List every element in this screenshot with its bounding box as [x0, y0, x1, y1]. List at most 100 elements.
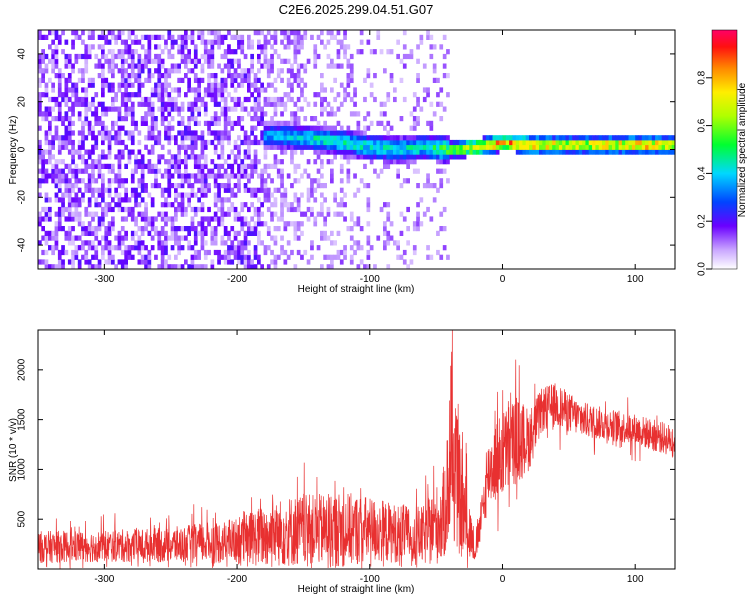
spectrogram-cell	[270, 135, 274, 141]
spectrogram-cell	[273, 197, 278, 203]
spectrogram-cell	[64, 96, 69, 103]
spectrogram-cell	[130, 187, 135, 193]
spectrogram-cell	[137, 159, 142, 165]
spectrogram-cell	[313, 125, 318, 131]
spectrogram-cell	[230, 202, 235, 208]
spectrogram-cell	[505, 135, 510, 141]
spectrogram-cell	[193, 230, 198, 236]
spectrogram-cell	[97, 192, 102, 198]
spectrogram-cell	[257, 211, 261, 217]
spectrogram-cell	[661, 149, 666, 155]
spectrogram-cell	[665, 139, 669, 146]
spectrogram-cell	[164, 235, 168, 241]
spectrogram-cell	[44, 135, 49, 141]
spectrogram-cell	[548, 139, 553, 146]
spectrogram-cell	[253, 226, 258, 232]
spectrogram-cell	[213, 116, 218, 122]
spectrogram-cell	[257, 240, 261, 246]
spectrogram-cell	[140, 245, 145, 251]
spectrogram-cell	[668, 139, 673, 146]
spectrogram-cell	[436, 77, 440, 83]
spectrogram-cell	[130, 206, 135, 213]
spectrogram-cell	[223, 34, 228, 40]
spectrogram-cell	[57, 68, 62, 74]
spectrogram-cell	[120, 226, 125, 232]
spectrogram-cell	[164, 240, 168, 246]
spectrogram-cell	[386, 216, 391, 222]
spectrogram-cell	[157, 82, 162, 88]
spectrogram-cell	[280, 30, 284, 36]
spectrogram-cell	[130, 73, 135, 79]
spectrogram-cell	[104, 202, 109, 208]
spectrogram-cell	[366, 111, 371, 117]
spectrogram-cell	[266, 206, 271, 213]
spectrogram-cell	[257, 68, 261, 74]
spectrogram-cell	[117, 178, 122, 184]
spectrogram-cell	[247, 230, 251, 236]
spectrogram-cell	[104, 82, 109, 88]
spectrogram-cell	[190, 206, 195, 213]
spectrogram-cell	[339, 44, 344, 50]
spectrogram-cell	[48, 44, 52, 50]
spectrogram-cell	[184, 168, 188, 174]
spectrogram-cell	[160, 101, 165, 107]
spectrogram-cell	[237, 178, 241, 184]
spectrogram-cell	[51, 96, 55, 103]
spectrogram-cell	[187, 197, 191, 203]
spectrogram-cell	[190, 101, 195, 107]
spectrogram-cell	[247, 82, 251, 88]
spectrogram-cell	[383, 144, 387, 150]
spectrogram-cell	[346, 226, 351, 232]
spectrogram-cell	[207, 139, 211, 146]
spectrogram-cell	[293, 111, 298, 117]
spectrogram-cell	[177, 34, 181, 40]
spectrogram-cell	[160, 73, 165, 79]
spectrogram-cell	[446, 92, 450, 98]
spectrogram-cell	[111, 197, 115, 203]
spectrogram-cell	[300, 135, 304, 141]
spectrogram-cell	[147, 216, 152, 222]
spectrogram-cell	[223, 96, 228, 103]
spectrogram-cell	[64, 130, 69, 136]
spectrogram-cell	[389, 77, 394, 83]
spectrogram-cell	[585, 144, 590, 150]
spectrogram-cell	[87, 30, 92, 36]
spectrogram-cell	[522, 144, 527, 150]
spectrogram-cell	[84, 106, 89, 112]
spectrogram-cell	[230, 82, 235, 88]
spectrogram-cell	[363, 163, 367, 169]
spectrogram-cell	[144, 120, 148, 126]
spectrogram-cell	[41, 92, 45, 98]
spectrogram-cell	[101, 77, 105, 83]
spectrogram-cell	[280, 68, 284, 74]
spectrogram-cell	[532, 139, 536, 146]
spectrogram-cell	[184, 73, 188, 79]
spectrogram-cell	[628, 135, 633, 141]
spectrogram-cell	[130, 101, 135, 107]
spectrogram-cell	[223, 183, 228, 189]
spectrogram-cell	[193, 77, 198, 83]
spectrogram-cell	[64, 101, 69, 107]
spectrogram-cell	[283, 197, 288, 203]
spectrogram-cell	[197, 106, 201, 112]
spectrogram-cell	[107, 245, 112, 251]
spectrogram-cell	[120, 216, 125, 222]
spectrogram-cell	[44, 149, 49, 155]
spectrogram-cell	[237, 230, 241, 236]
spectrogram-cell	[376, 30, 381, 36]
spectrogram-cell	[130, 168, 135, 174]
spectrogram-cell	[127, 96, 132, 103]
spectrogram-cell	[233, 192, 238, 198]
spectrogram-cell	[51, 230, 55, 236]
spectrogram-cell	[313, 144, 318, 150]
spectrogram-cell	[339, 130, 344, 136]
spectrogram-cell	[323, 235, 327, 241]
spectrogram-cell	[555, 144, 560, 150]
spectrogram-cell	[346, 92, 351, 98]
spectrogram-cell	[107, 49, 112, 55]
spectrogram-cell	[74, 34, 79, 40]
spectrogram-cell	[399, 254, 404, 260]
spectrogram-cell	[120, 53, 125, 60]
spectrogram-cell	[426, 178, 430, 184]
spectrogram-cell	[207, 30, 211, 36]
